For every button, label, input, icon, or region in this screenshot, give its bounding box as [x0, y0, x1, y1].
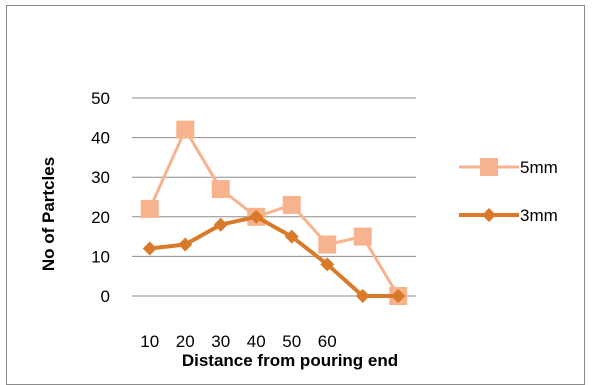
y-tick-label: 50 — [91, 89, 110, 108]
y-tick-label: 20 — [91, 208, 110, 227]
legend-item: 5mm — [459, 158, 558, 177]
data-point — [249, 209, 264, 224]
y-tick-label: 30 — [91, 168, 110, 187]
data-point — [284, 229, 299, 244]
data-point — [211, 180, 230, 199]
x-tick-label: 20 — [176, 332, 195, 351]
y-tick-label: 10 — [91, 247, 110, 266]
legend-item: 3mm — [459, 206, 558, 225]
data-point — [213, 217, 228, 232]
data-point — [318, 235, 337, 254]
legend-marker — [482, 208, 496, 222]
legend-marker — [480, 158, 498, 176]
y-tick-label: 40 — [91, 129, 110, 148]
series-line — [148, 128, 400, 297]
data-point — [353, 227, 372, 246]
data-point — [176, 120, 195, 139]
x-tick-label: 40 — [247, 332, 266, 351]
series-layer — [140, 120, 408, 305]
data-point — [320, 257, 335, 272]
chart-frame — [6, 5, 585, 385]
x-tick-labels: 10 20 30 40 50 60 — [140, 332, 336, 351]
y-axis-title: No of Partcles — [39, 157, 58, 271]
series-3mm — [142, 209, 406, 303]
series-line — [149, 214, 399, 298]
x-tick-label: 30 — [211, 332, 230, 351]
legend-label: 3mm — [520, 206, 558, 225]
data-point — [391, 289, 406, 303]
legend: 5mm 3mm — [459, 158, 558, 225]
legend-label: 5mm — [520, 158, 558, 177]
data-point — [282, 195, 301, 214]
series-5mm — [140, 120, 408, 305]
y-tick-label: 0 — [101, 287, 110, 306]
x-axis-title: Distance from pouring end — [182, 351, 398, 370]
data-point — [178, 237, 193, 252]
data-point — [140, 199, 159, 218]
x-tick-label: 60 — [318, 332, 337, 351]
data-point — [355, 289, 370, 303]
x-tick-label: 50 — [282, 332, 301, 351]
data-point — [142, 241, 157, 256]
gridlines — [132, 97, 416, 297]
x-tick-label: 10 — [140, 332, 159, 351]
y-tick-labels: 0 10 20 30 40 50 — [91, 89, 110, 306]
